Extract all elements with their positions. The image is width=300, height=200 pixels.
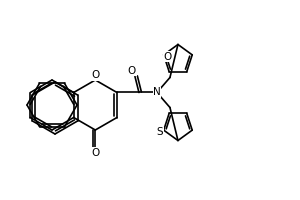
Text: O: O: [91, 70, 99, 80]
Text: S: S: [156, 127, 163, 137]
Text: O: O: [91, 148, 99, 158]
Text: O: O: [164, 52, 172, 62]
Text: N: N: [153, 87, 161, 97]
Text: O: O: [128, 66, 136, 75]
